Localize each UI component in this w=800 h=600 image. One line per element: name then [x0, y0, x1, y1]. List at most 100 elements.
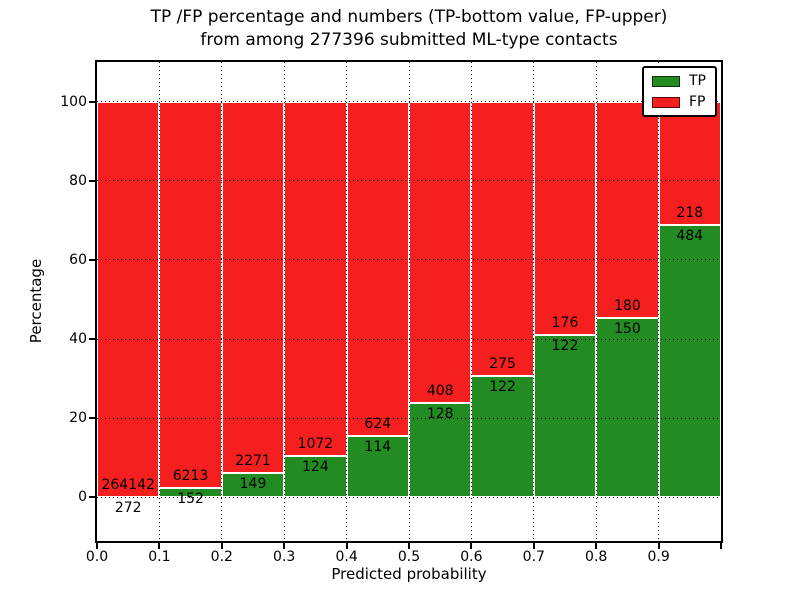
fp-bar-segment — [658, 101, 721, 225]
fp-bar-segment — [221, 101, 285, 474]
x-tick-label: 0.3 — [273, 549, 296, 565]
y-tick-label: 40 — [69, 331, 87, 348]
tp-count-label: 124 — [302, 459, 329, 476]
fp-count-label: 6213 — [172, 468, 209, 484]
x-axis-label: Predicted probability — [331, 565, 487, 583]
x-axis-tick — [532, 543, 535, 549]
horizontal-gridline — [97, 259, 721, 261]
plot-area: 0.0 0.1 0.2 0.3 0.4 0.5 0.6 0.7 0.8 0.9 0 20 40 60 80 1… — [60, 60, 723, 565]
y-axis-tick — [89, 338, 95, 341]
x-axis-tick — [408, 543, 410, 549]
x-axis-tick — [657, 543, 660, 549]
tp-count-label: 152 — [177, 491, 204, 507]
x-axis-tick — [470, 543, 473, 549]
legend-entry-tp: TP — [652, 74, 706, 88]
tp-count-label: 484 — [676, 227, 704, 244]
vertical-gridline — [158, 62, 160, 541]
fp-bar-segment — [596, 101, 659, 318]
x-axis-tick — [595, 543, 598, 549]
fp-bar-segment — [97, 101, 160, 498]
tp-color-swatch-icon — [652, 75, 680, 87]
x-tick-label: 0.6 — [460, 549, 483, 565]
tp-count-label: 122 — [551, 338, 579, 355]
tp-bar-segment — [533, 335, 597, 498]
vertical-gridline — [221, 62, 223, 541]
fp-count-label: 275 — [489, 355, 516, 372]
y-axis-tick — [89, 496, 95, 499]
fp-bar-segment — [533, 101, 597, 336]
vertical-gridline — [283, 62, 285, 541]
fp-bar-segment — [284, 101, 347, 457]
vertical-gridline — [346, 62, 348, 541]
x-axis-tick — [158, 543, 161, 549]
x-axis-tick — [283, 543, 286, 549]
tp-bar-segment — [471, 375, 534, 498]
x-axis-tick — [220, 543, 223, 549]
y-axis-tick — [89, 258, 95, 261]
x-tick-label: 0.8 — [585, 549, 608, 565]
fp-count-label: 408 — [426, 382, 454, 399]
vertical-gridline — [533, 62, 535, 541]
fp-count-label: 218 — [676, 204, 704, 221]
vertical-gridline — [595, 62, 597, 541]
legend-entry-fp: FP — [652, 95, 706, 109]
fp-count-label: 180 — [614, 297, 641, 314]
fp-bar-segment — [346, 101, 409, 437]
tp-bar-segment — [159, 488, 222, 498]
fp-count-label: 176 — [551, 315, 579, 332]
tp-count-label: 150 — [614, 320, 641, 337]
tp-bar-segment — [596, 317, 659, 498]
legend-label-fp: FP — [689, 94, 706, 110]
x-tick-label: 0.9 — [647, 549, 670, 565]
horizontal-gridline — [97, 496, 721, 498]
legend: TP FP — [642, 66, 717, 117]
y-tick-label: 20 — [69, 410, 87, 427]
y-axis-tick — [89, 417, 95, 420]
horizontal-gridline — [97, 180, 721, 182]
x-tick-label: 0.4 — [335, 549, 358, 565]
tp-bar-segment — [221, 473, 285, 498]
y-axis-label: Percentage — [27, 258, 45, 344]
tp-count-label: 149 — [239, 476, 267, 493]
fp-bar-segment — [471, 101, 534, 376]
y-axis-tick — [89, 100, 95, 103]
y-tick-label: 60 — [69, 251, 87, 268]
vertical-gridline — [658, 62, 660, 541]
tp-bar-segment — [346, 436, 409, 498]
y-axis-tick — [89, 179, 95, 182]
x-axis-tick — [345, 543, 348, 549]
x-tick-label: 0.7 — [522, 549, 545, 565]
tp-bar-segment — [658, 224, 721, 498]
x-tick-label: 0.2 — [210, 549, 233, 565]
legend-label-tp: TP — [689, 73, 706, 89]
tp-count-label: 128 — [426, 405, 454, 422]
chart-title-line1: TP /FP percentage and numbers (TP-bottom… — [150, 7, 668, 27]
vertical-gridline — [470, 62, 472, 541]
fp-bar-segment — [409, 101, 472, 403]
fp-count-label: 264142 — [101, 477, 155, 494]
chart-title: TP /FP percentage and numbers (TP-bottom… — [95, 6, 723, 52]
x-axis-tick — [720, 543, 722, 549]
fp-bar-segment — [159, 101, 222, 488]
fp-count-label: 1072 — [297, 436, 334, 453]
x-tick-label: 0.0 — [85, 549, 109, 565]
x-tick-label: 0.5 — [397, 549, 421, 565]
fp-color-swatch-icon — [652, 96, 680, 108]
x-axis-tick — [96, 543, 98, 549]
y-tick-label: 100 — [60, 93, 87, 110]
horizontal-gridline — [97, 417, 721, 419]
horizontal-gridline — [97, 338, 721, 340]
fp-count-label: 2271 — [235, 453, 271, 470]
chart-title-line2: from among 277396 submitted ML-type cont… — [200, 30, 618, 50]
tp-count-label: 272 — [114, 500, 142, 517]
fp-count-label: 624 — [364, 416, 392, 433]
y-tick-label: 0 — [78, 489, 87, 506]
x-tick-label: 0.1 — [148, 549, 171, 565]
vertical-gridline — [408, 62, 410, 541]
tp-bar-segment — [284, 456, 347, 498]
tp-count-label: 114 — [364, 439, 392, 456]
horizontal-gridline — [97, 101, 721, 103]
y-tick-label: 80 — [69, 172, 87, 189]
tp-count-label: 122 — [489, 378, 516, 395]
